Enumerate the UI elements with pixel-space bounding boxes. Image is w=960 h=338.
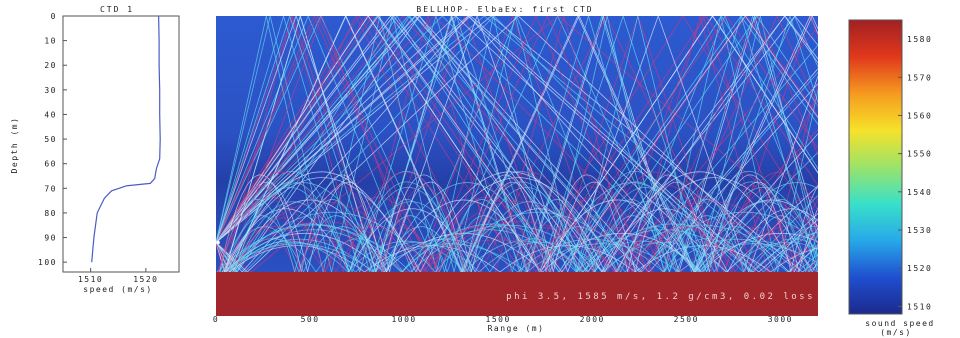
colorbar-tick-label: 1520 <box>907 264 932 273</box>
source-marker <box>216 240 220 245</box>
ctd-y-axis: 0 10 20 30 40 50 60 70 80 90 100 <box>38 12 67 267</box>
refracted-ray <box>224 226 818 272</box>
refracted-ray <box>216 224 818 272</box>
refracted-ray <box>218 185 818 272</box>
refracted-ray <box>232 199 818 272</box>
refracted-ray <box>234 170 818 272</box>
refracted-ray <box>217 196 818 272</box>
refracted-ray <box>224 215 818 272</box>
ctd-plot-frame <box>62 15 180 273</box>
ray-paths <box>216 16 818 272</box>
steep-ray <box>216 16 818 272</box>
steep-ray <box>216 16 818 272</box>
ctd-x-axis: 1510 1520 <box>78 268 158 284</box>
colorbar-label-line2: (m/s) <box>880 328 912 337</box>
steep-ray <box>216 16 818 272</box>
steep-ray <box>216 16 818 272</box>
range-tick-label: 1500 <box>486 315 511 324</box>
refracted-ray <box>224 227 818 272</box>
steep-ray <box>216 16 818 272</box>
refracted-ray <box>219 174 818 272</box>
range-tick-label: 0 <box>213 315 219 324</box>
colorbar-tick-label: 1540 <box>907 188 932 197</box>
ray-plot-title: BELLHOP- ElbaEx: first CTD <box>416 5 593 14</box>
refracted-ray <box>230 240 818 272</box>
range-axis-label: Range (m) <box>488 324 545 333</box>
seabed-layer <box>216 272 818 316</box>
range-tick-label: 500 <box>301 315 320 324</box>
steep-ray <box>216 16 818 272</box>
ctd-y-tick-label: 60 <box>44 160 57 169</box>
ctd-y-tick-label: 50 <box>44 135 57 144</box>
ctd-x-tick-label: 1510 <box>78 275 103 284</box>
steep-ray <box>216 16 818 272</box>
ctd-y-label: Depth (m) <box>10 117 19 174</box>
steep-ray <box>216 16 818 272</box>
ctd-y-tick-label: 20 <box>44 61 57 70</box>
ctd-y-tick-label: 10 <box>44 37 57 46</box>
steep-ray <box>216 16 818 272</box>
refracted-ray <box>221 243 818 272</box>
colorbar-ticks: 1510 1520 1530 1540 1550 1560 1570 1580 <box>898 35 932 311</box>
colorbar-label-line1: sound speed <box>865 319 934 328</box>
range-tick-label: 2000 <box>580 315 605 324</box>
steep-ray <box>216 16 818 272</box>
colorbar-tick-label: 1570 <box>907 73 932 82</box>
steep-ray <box>216 16 818 272</box>
colorbar-tick-label: 1530 <box>907 226 932 235</box>
refracted-ray <box>224 233 818 272</box>
steep-ray <box>216 16 818 272</box>
refracted-ray <box>234 181 818 272</box>
ctd-y-tick-label: 100 <box>38 258 57 267</box>
steep-ray <box>216 16 818 272</box>
sound-speed-profile-line <box>91 15 161 263</box>
ctd-y-tick-label: 80 <box>44 209 57 218</box>
refracted-ray <box>223 177 818 272</box>
ray-plot-panel: BELLHOP- ElbaEx: first CTD phi 3.5, 1585… <box>213 5 818 333</box>
range-axis: 0 500 1000 1500 2000 2500 3000 <box>213 315 793 324</box>
steep-ray <box>216 16 818 272</box>
colorbar-tick-label: 1560 <box>907 111 932 120</box>
ctd-y-tick-label: 70 <box>44 184 57 193</box>
range-tick-label: 2500 <box>674 315 699 324</box>
range-tick-label: 3000 <box>768 315 793 324</box>
steep-ray <box>216 16 818 272</box>
ctd-y-tick-label: 90 <box>44 234 57 243</box>
colorbar-tick-label: 1510 <box>907 302 932 311</box>
steep-ray <box>216 16 818 272</box>
ctd-x-label: speed (m/s) <box>83 285 152 294</box>
ctd-x-tick-label: 1520 <box>133 275 158 284</box>
seabed-annotation: phi 3.5, 1585 m/s, 1.2 g/cm3, 0.02 loss <box>506 292 815 302</box>
refracted-ray <box>233 217 818 272</box>
refracted-ray <box>225 201 818 272</box>
ctd-y-tick-label: 40 <box>44 110 57 119</box>
steep-ray <box>216 16 818 272</box>
range-tick-label: 1000 <box>391 315 416 324</box>
steep-ray <box>216 16 818 272</box>
refracted-ray <box>225 229 818 272</box>
steep-ray <box>216 16 818 272</box>
colorbar <box>848 19 903 315</box>
refracted-ray <box>225 182 818 272</box>
refracted-ray <box>228 212 818 272</box>
ctd-y-tick-label: 30 <box>44 86 57 95</box>
refracted-ray <box>226 171 818 272</box>
steep-ray <box>216 16 818 272</box>
colorbar-tick-label: 1550 <box>907 150 932 159</box>
colorbar-panel: 1510 1520 1530 1540 1550 1560 1570 1580 sound s… <box>848 19 934 337</box>
ctd-y-tick-label: 0 <box>51 12 57 21</box>
colorbar-tick-label: 1580 <box>907 35 932 44</box>
refracted-ray <box>221 223 818 272</box>
refracted-ray <box>219 199 818 272</box>
ctd-title: CTD 1 <box>100 5 134 14</box>
steep-ray <box>216 16 818 272</box>
refracted-ray <box>224 221 818 272</box>
ctd-profile-panel: CTD 1 0 10 20 30 40 50 60 70 80 90 100 1510 1520 De… <box>10 5 180 294</box>
steep-ray <box>216 16 818 272</box>
